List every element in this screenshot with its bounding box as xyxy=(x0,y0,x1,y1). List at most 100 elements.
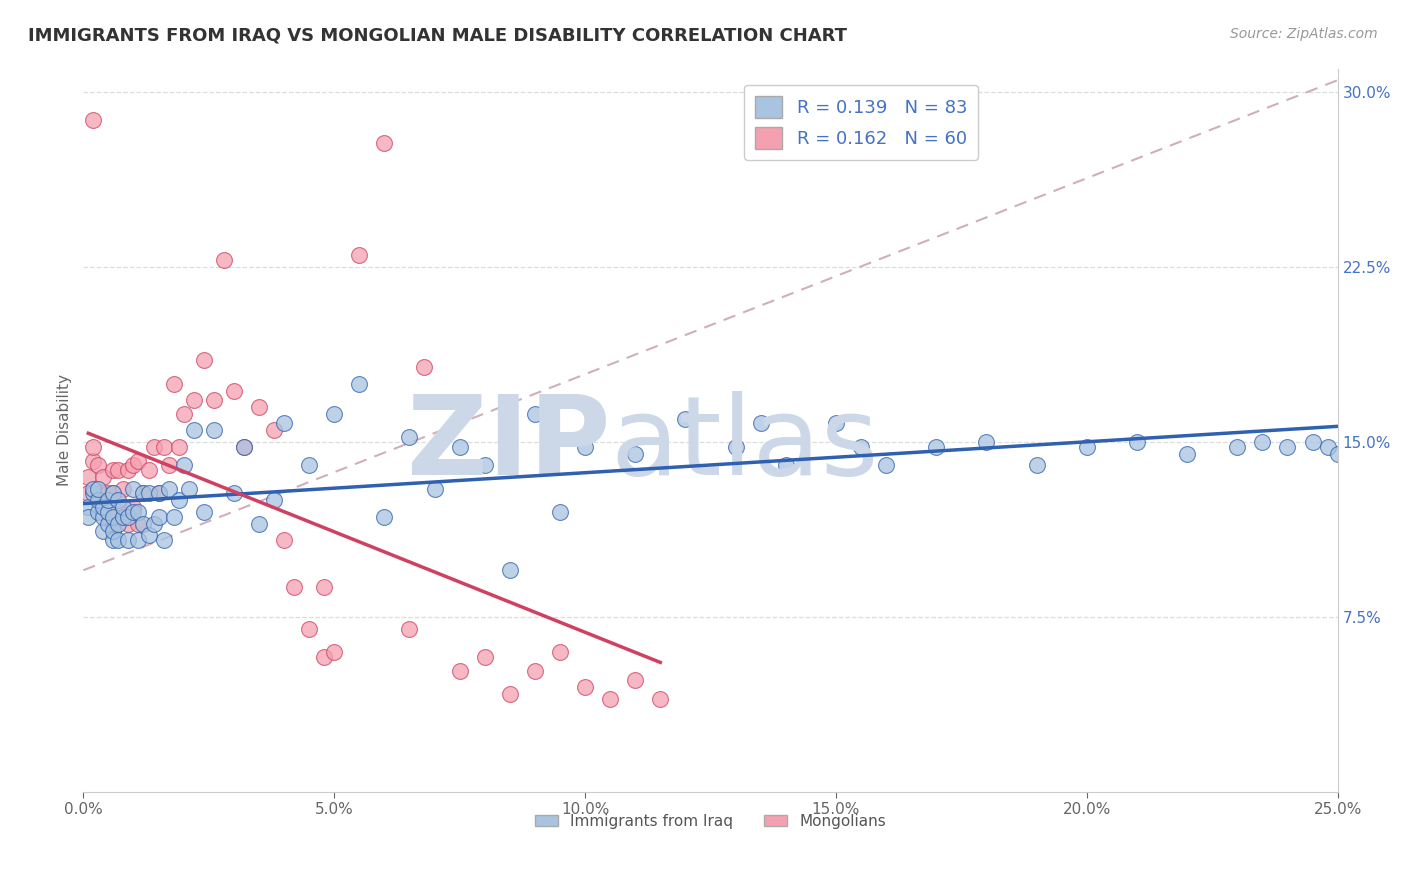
Point xyxy=(373,509,395,524)
Point xyxy=(97,516,120,531)
Point xyxy=(93,524,115,538)
Point xyxy=(323,645,346,659)
Point xyxy=(449,664,471,678)
Point xyxy=(107,493,129,508)
Point xyxy=(82,112,104,127)
Point xyxy=(1302,434,1324,449)
Point xyxy=(222,486,245,500)
Point xyxy=(93,509,115,524)
Point xyxy=(77,470,100,484)
Point xyxy=(87,486,110,500)
Point xyxy=(849,440,872,454)
Point xyxy=(624,673,647,687)
Point xyxy=(474,458,496,473)
Point xyxy=(183,423,205,437)
Point xyxy=(97,486,120,500)
Point xyxy=(599,691,621,706)
Point xyxy=(138,486,160,500)
Point xyxy=(77,509,100,524)
Point xyxy=(152,533,174,547)
Point xyxy=(548,645,571,659)
Point xyxy=(398,430,420,444)
Point xyxy=(107,533,129,547)
Point xyxy=(263,493,285,508)
Point xyxy=(247,400,270,414)
Point xyxy=(142,440,165,454)
Point xyxy=(82,440,104,454)
Text: atlas: atlas xyxy=(610,392,879,499)
Point xyxy=(314,649,336,664)
Point xyxy=(103,509,125,524)
Point xyxy=(825,416,848,430)
Point xyxy=(314,580,336,594)
Point xyxy=(157,458,180,473)
Point xyxy=(298,622,321,636)
Point xyxy=(398,622,420,636)
Point xyxy=(87,458,110,473)
Point xyxy=(97,509,120,524)
Point xyxy=(1025,458,1047,473)
Point xyxy=(173,458,195,473)
Point xyxy=(1076,440,1098,454)
Point xyxy=(1326,446,1348,460)
Point xyxy=(107,516,129,531)
Point xyxy=(157,482,180,496)
Point xyxy=(122,482,145,496)
Point xyxy=(548,505,571,519)
Point xyxy=(499,563,522,577)
Point xyxy=(273,416,295,430)
Point xyxy=(107,505,129,519)
Point xyxy=(232,440,254,454)
Point xyxy=(177,482,200,496)
Point xyxy=(1226,440,1249,454)
Point xyxy=(183,392,205,407)
Point xyxy=(749,416,772,430)
Point xyxy=(122,458,145,473)
Point xyxy=(574,440,596,454)
Point xyxy=(138,528,160,542)
Point xyxy=(162,509,184,524)
Point xyxy=(523,664,546,678)
Point xyxy=(138,463,160,477)
Legend: Immigrants from Iraq, Mongolians: Immigrants from Iraq, Mongolians xyxy=(529,808,891,835)
Point xyxy=(499,687,522,701)
Point xyxy=(112,509,135,524)
Point xyxy=(93,500,115,515)
Point xyxy=(103,533,125,547)
Point xyxy=(167,493,190,508)
Point xyxy=(173,407,195,421)
Point xyxy=(132,516,155,531)
Point xyxy=(574,680,596,694)
Point xyxy=(127,505,149,519)
Point xyxy=(132,486,155,500)
Point xyxy=(202,423,225,437)
Point xyxy=(117,533,139,547)
Text: IMMIGRANTS FROM IRAQ VS MONGOLIAN MALE DISABILITY CORRELATION CHART: IMMIGRANTS FROM IRAQ VS MONGOLIAN MALE D… xyxy=(28,27,848,45)
Point xyxy=(1316,440,1339,454)
Point xyxy=(82,453,104,467)
Point xyxy=(127,533,149,547)
Point xyxy=(148,509,170,524)
Point xyxy=(1126,434,1149,449)
Point xyxy=(263,423,285,437)
Point xyxy=(423,482,446,496)
Point xyxy=(875,458,897,473)
Point xyxy=(152,440,174,454)
Point xyxy=(77,500,100,515)
Point xyxy=(323,407,346,421)
Point xyxy=(349,376,371,391)
Point xyxy=(103,463,125,477)
Point xyxy=(162,376,184,391)
Point xyxy=(107,463,129,477)
Point xyxy=(87,482,110,496)
Point xyxy=(142,516,165,531)
Text: ZIP: ZIP xyxy=(406,392,610,499)
Point xyxy=(132,486,155,500)
Point xyxy=(87,505,110,519)
Point xyxy=(673,411,696,425)
Point xyxy=(167,440,190,454)
Point xyxy=(82,482,104,496)
Point xyxy=(413,360,436,375)
Point xyxy=(247,516,270,531)
Point xyxy=(925,440,948,454)
